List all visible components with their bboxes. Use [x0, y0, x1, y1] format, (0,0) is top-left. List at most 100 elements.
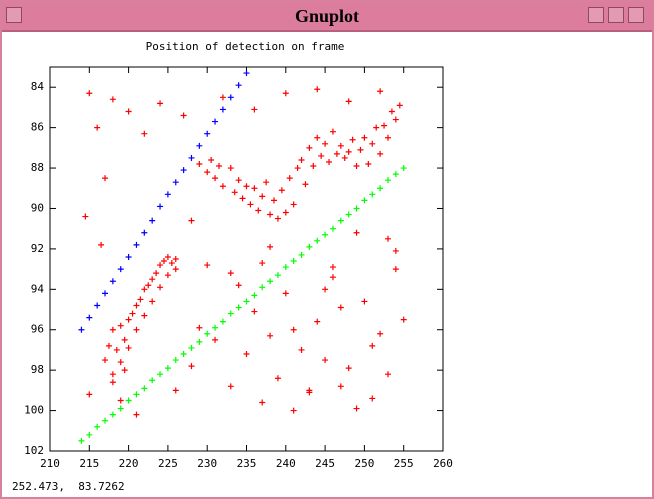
point: [255, 207, 262, 214]
point: [314, 134, 321, 141]
point: [212, 324, 219, 331]
point: [345, 148, 352, 155]
point: [113, 346, 120, 353]
y-tick-label: 90: [31, 201, 44, 214]
point: [259, 284, 266, 291]
point: [345, 211, 352, 218]
point: [164, 272, 171, 279]
point: [133, 326, 140, 333]
point: [98, 241, 105, 248]
point: [227, 310, 234, 317]
title-bar: Gnuplot: [2, 2, 652, 32]
point: [337, 217, 344, 224]
point: [109, 371, 116, 378]
point: [337, 383, 344, 390]
point: [180, 350, 187, 357]
point: [392, 116, 399, 123]
point: [125, 344, 132, 351]
point: [353, 205, 360, 212]
point: [196, 338, 203, 345]
y-tick-label: 96: [31, 323, 44, 336]
point: [282, 209, 289, 216]
point: [361, 197, 368, 204]
point: [384, 134, 391, 141]
x-tick-label: 255: [394, 457, 414, 470]
chart-title: Position of detection on frame: [146, 40, 345, 53]
point: [381, 122, 388, 129]
point: [267, 243, 274, 250]
point: [149, 298, 156, 305]
point: [109, 96, 116, 103]
point: [298, 346, 305, 353]
point: [377, 88, 384, 95]
point: [133, 411, 140, 418]
point: [274, 272, 281, 279]
point: [86, 431, 93, 438]
point: [188, 344, 195, 351]
minimize-button[interactable]: [588, 7, 604, 23]
point: [227, 165, 234, 172]
point: [102, 290, 109, 297]
close-button[interactable]: [628, 7, 644, 23]
y-tick-label: 100: [24, 404, 44, 417]
point: [318, 152, 325, 159]
point: [141, 286, 148, 293]
x-tick-label: 240: [276, 457, 296, 470]
y-tick-label: 88: [31, 161, 44, 174]
point: [271, 197, 278, 204]
point: [188, 154, 195, 161]
point: [133, 302, 140, 309]
point: [243, 350, 250, 357]
point: [384, 371, 391, 378]
point: [329, 264, 336, 271]
point: [164, 365, 171, 372]
menu-button[interactable]: [6, 7, 22, 23]
point: [133, 391, 140, 398]
point: [243, 298, 250, 305]
point: [322, 286, 329, 293]
point: [314, 318, 321, 325]
point: [373, 124, 380, 131]
point: [212, 175, 219, 182]
point: [188, 217, 195, 224]
point: [243, 183, 250, 190]
x-tick-label: 220: [119, 457, 139, 470]
y-tick-label: 94: [31, 282, 45, 295]
y-tick-label: 84: [31, 80, 45, 93]
point: [274, 215, 281, 222]
point: [212, 118, 219, 125]
point: [133, 241, 140, 248]
maximize-button[interactable]: [608, 7, 624, 23]
point: [369, 342, 376, 349]
point: [329, 128, 336, 135]
point: [278, 187, 285, 194]
point: [149, 377, 156, 384]
point: [361, 298, 368, 305]
point: [219, 318, 226, 325]
point: [172, 266, 179, 273]
point: [392, 266, 399, 273]
point: [251, 292, 258, 299]
point: [306, 387, 313, 394]
point: [78, 437, 85, 444]
x-tick-label: 210: [40, 457, 60, 470]
point: [259, 193, 266, 200]
point: [204, 130, 211, 137]
point: [141, 312, 148, 319]
point: [208, 156, 215, 163]
point: [231, 189, 238, 196]
point: [94, 423, 101, 430]
point: [353, 163, 360, 170]
point: [247, 201, 254, 208]
point: [392, 247, 399, 254]
point: [314, 86, 321, 93]
status-text: 252.473, 83.7262: [12, 480, 125, 493]
point: [282, 264, 289, 271]
point: [157, 371, 164, 378]
point: [298, 251, 305, 258]
point: [349, 136, 356, 143]
point: [145, 282, 152, 289]
point: [235, 304, 242, 311]
point: [322, 357, 329, 364]
